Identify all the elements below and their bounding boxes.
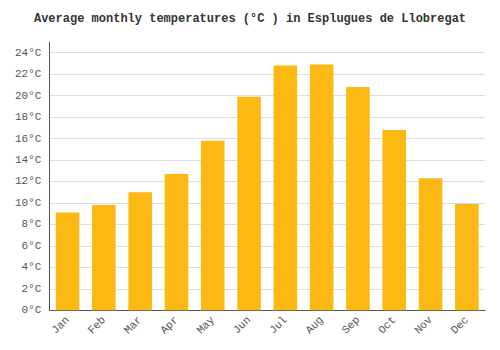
svg-text:2°C: 2°C bbox=[22, 283, 42, 295]
svg-text:10°C: 10°C bbox=[15, 197, 42, 209]
svg-text:22°C: 22°C bbox=[15, 68, 42, 80]
svg-text:14°C: 14°C bbox=[15, 154, 42, 166]
svg-text:Jan: Jan bbox=[49, 314, 71, 336]
svg-text:6°C: 6°C bbox=[22, 240, 42, 252]
svg-text:May: May bbox=[195, 314, 218, 337]
svg-text:12°C: 12°C bbox=[15, 175, 42, 187]
svg-text:18°C: 18°C bbox=[15, 111, 42, 123]
svg-text:0°C: 0°C bbox=[22, 304, 42, 316]
svg-text:4°C: 4°C bbox=[22, 261, 42, 273]
svg-text:Oct: Oct bbox=[376, 314, 398, 336]
svg-text:Apr: Apr bbox=[158, 314, 180, 336]
svg-text:8°C: 8°C bbox=[22, 218, 42, 230]
svg-text:Jun: Jun bbox=[231, 314, 253, 336]
svg-text:24°C: 24°C bbox=[15, 47, 42, 59]
svg-text:Feb: Feb bbox=[86, 314, 108, 336]
svg-text:Dec: Dec bbox=[449, 314, 471, 336]
svg-text:Nov: Nov bbox=[412, 314, 435, 337]
svg-text:16°C: 16°C bbox=[15, 133, 42, 145]
svg-text:20°C: 20°C bbox=[15, 90, 42, 102]
svg-text:Aug: Aug bbox=[303, 314, 325, 336]
svg-text:Average monthly temperatures (: Average monthly temperatures (°C ) in Es… bbox=[34, 12, 466, 26]
svg-text:Mar: Mar bbox=[122, 314, 144, 336]
svg-text:Sep: Sep bbox=[340, 314, 362, 336]
svg-text:Jul: Jul bbox=[267, 314, 289, 336]
